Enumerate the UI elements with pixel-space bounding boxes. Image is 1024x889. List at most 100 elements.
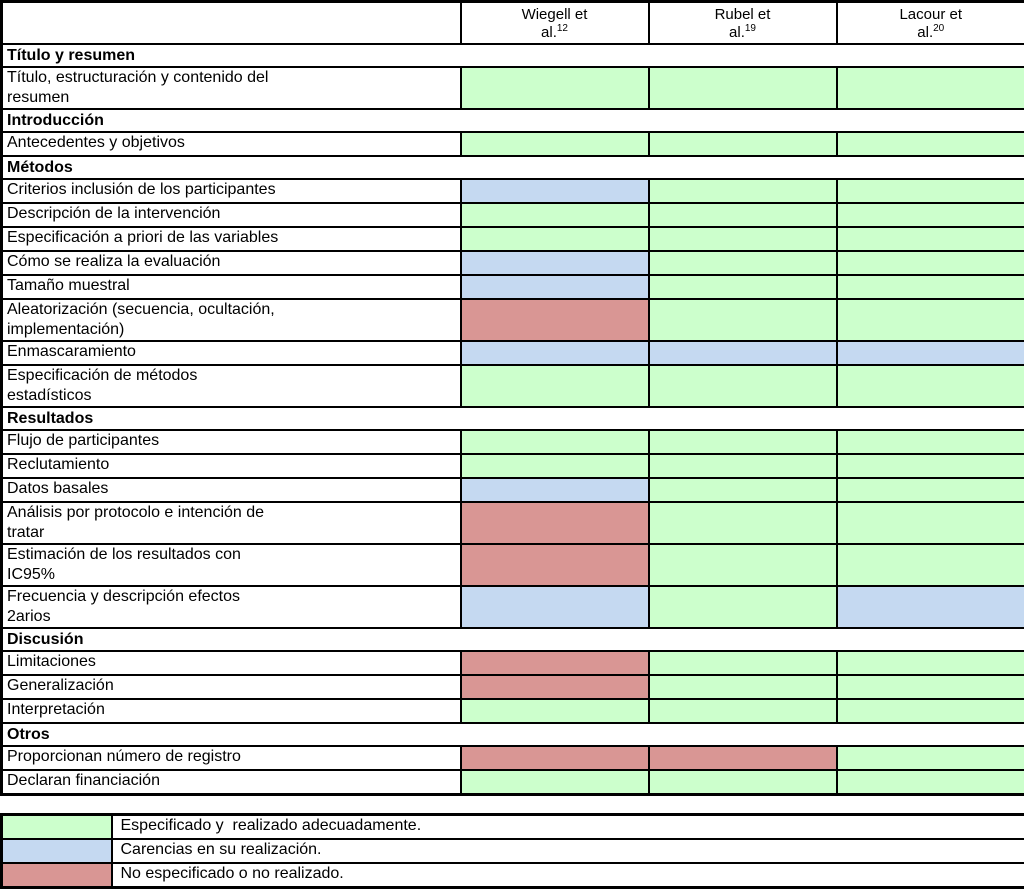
criterion-row: Flujo de participantes (2, 430, 1024, 454)
legend-label-green: Especificado y realizado adecuadamente. (112, 815, 1024, 840)
criterion-label: Flujo de participantes (2, 430, 461, 454)
study-name-line2: al. (729, 24, 745, 41)
status-cell-green (649, 544, 837, 586)
criterion-row: Enmascaramiento (2, 341, 1024, 365)
criterion-label: Interpretación (2, 699, 461, 723)
criterion-label: Especificación a priori de las variables (2, 227, 461, 251)
criterion-row: Especificación de métodos estadísticos (2, 365, 1024, 407)
status-cell-green (649, 203, 837, 227)
legend-swatch-green (2, 815, 112, 840)
status-cell-green (649, 275, 837, 299)
status-cell-red (461, 651, 649, 675)
status-cell-green (649, 430, 837, 454)
criterion-label: Proporcionan número de registro (2, 746, 461, 770)
criterion-label: Descripción de la intervención (2, 203, 461, 227)
criterion-row: Criterios inclusión de los participantes (2, 179, 1024, 203)
legend-row-red: No especificado o no realizado. (2, 863, 1024, 888)
criterion-label: Título, estructuración y contenido del r… (2, 67, 461, 109)
status-cell-green (649, 699, 837, 723)
criterion-label: Frecuencia y descripción efectos 2arios (2, 586, 461, 628)
status-cell-green (837, 544, 1024, 586)
status-cell-blue (461, 341, 649, 365)
status-cell-green (649, 179, 837, 203)
status-cell-green (649, 251, 837, 275)
status-cell-blue (461, 586, 649, 628)
status-cell-green (837, 699, 1024, 723)
criterion-row: Reclutamiento (2, 454, 1024, 478)
legend-label-red: No especificado o no realizado. (112, 863, 1024, 888)
criterion-row: Limitaciones (2, 651, 1024, 675)
status-cell-green (837, 179, 1024, 203)
legend: Especificado y realizado adecuadamente. … (0, 813, 1024, 889)
status-cell-green (461, 203, 649, 227)
criterion-label: Estimación de los resultados con IC95% (2, 544, 461, 586)
status-cell-green (837, 251, 1024, 275)
status-cell-green (649, 132, 837, 156)
criterion-row: Título, estructuración y contenido del r… (2, 67, 1024, 109)
section-title: Título y resumen (2, 44, 1024, 67)
status-cell-blue (461, 275, 649, 299)
criterion-row: Análisis por protocolo e intención de tr… (2, 502, 1024, 544)
status-cell-green (461, 454, 649, 478)
criterion-label: Declaran financiación (2, 770, 461, 795)
criterion-row: Frecuencia y descripción efectos 2arios (2, 586, 1024, 628)
status-cell-green (837, 675, 1024, 699)
study-name-line2: al. (917, 24, 933, 41)
section-title: Resultados (2, 407, 1024, 430)
status-cell-green (837, 132, 1024, 156)
criterion-row: Proporcionan número de registro (2, 746, 1024, 770)
status-cell-green (461, 227, 649, 251)
section-header-row: Introducción (2, 109, 1024, 132)
status-cell-green (837, 430, 1024, 454)
status-cell-green (649, 454, 837, 478)
criterion-label: Cómo se realiza la evaluación (2, 251, 461, 275)
status-cell-blue (461, 478, 649, 502)
reference-superscript: 20 (933, 23, 944, 34)
status-cell-green (837, 275, 1024, 299)
section-header-row: Discusión (2, 628, 1024, 651)
criterion-label: Tamaño muestral (2, 275, 461, 299)
status-cell-red (461, 544, 649, 586)
criterion-label: Antecedentes y objetivos (2, 132, 461, 156)
status-cell-green (461, 430, 649, 454)
status-cell-green (649, 227, 837, 251)
study-name-line2: al. (541, 24, 557, 41)
status-cell-green (461, 67, 649, 109)
section-title: Otros (2, 723, 1024, 746)
status-cell-green (649, 651, 837, 675)
criterion-row: Tamaño muestral (2, 275, 1024, 299)
status-cell-green (837, 365, 1024, 407)
criterion-row: Descripción de la intervención (2, 203, 1024, 227)
criterion-row: Generalización (2, 675, 1024, 699)
status-cell-green (649, 299, 837, 341)
criterion-row: Antecedentes y objetivos (2, 132, 1024, 156)
status-cell-green (649, 365, 837, 407)
status-cell-green (837, 478, 1024, 502)
criterion-label: Análisis por protocolo e intención de tr… (2, 502, 461, 544)
criterion-label: Reclutamiento (2, 454, 461, 478)
status-cell-green (461, 770, 649, 795)
status-cell-green (837, 651, 1024, 675)
criterion-row: Estimación de los resultados con IC95% (2, 544, 1024, 586)
status-cell-green (837, 746, 1024, 770)
criterion-label: Datos basales (2, 478, 461, 502)
section-title: Métodos (2, 156, 1024, 179)
status-cell-green (837, 227, 1024, 251)
section-title: Discusión (2, 628, 1024, 651)
status-cell-green (461, 132, 649, 156)
reference-superscript: 12 (557, 23, 568, 34)
section-header-row: Título y resumen (2, 44, 1024, 67)
status-cell-blue (461, 251, 649, 275)
status-cell-blue (461, 179, 649, 203)
legend-swatch-red (2, 863, 112, 888)
status-cell-red (461, 746, 649, 770)
criterion-label: Especificación de métodos estadísticos (2, 365, 461, 407)
status-cell-red (649, 746, 837, 770)
status-cell-blue (837, 586, 1024, 628)
